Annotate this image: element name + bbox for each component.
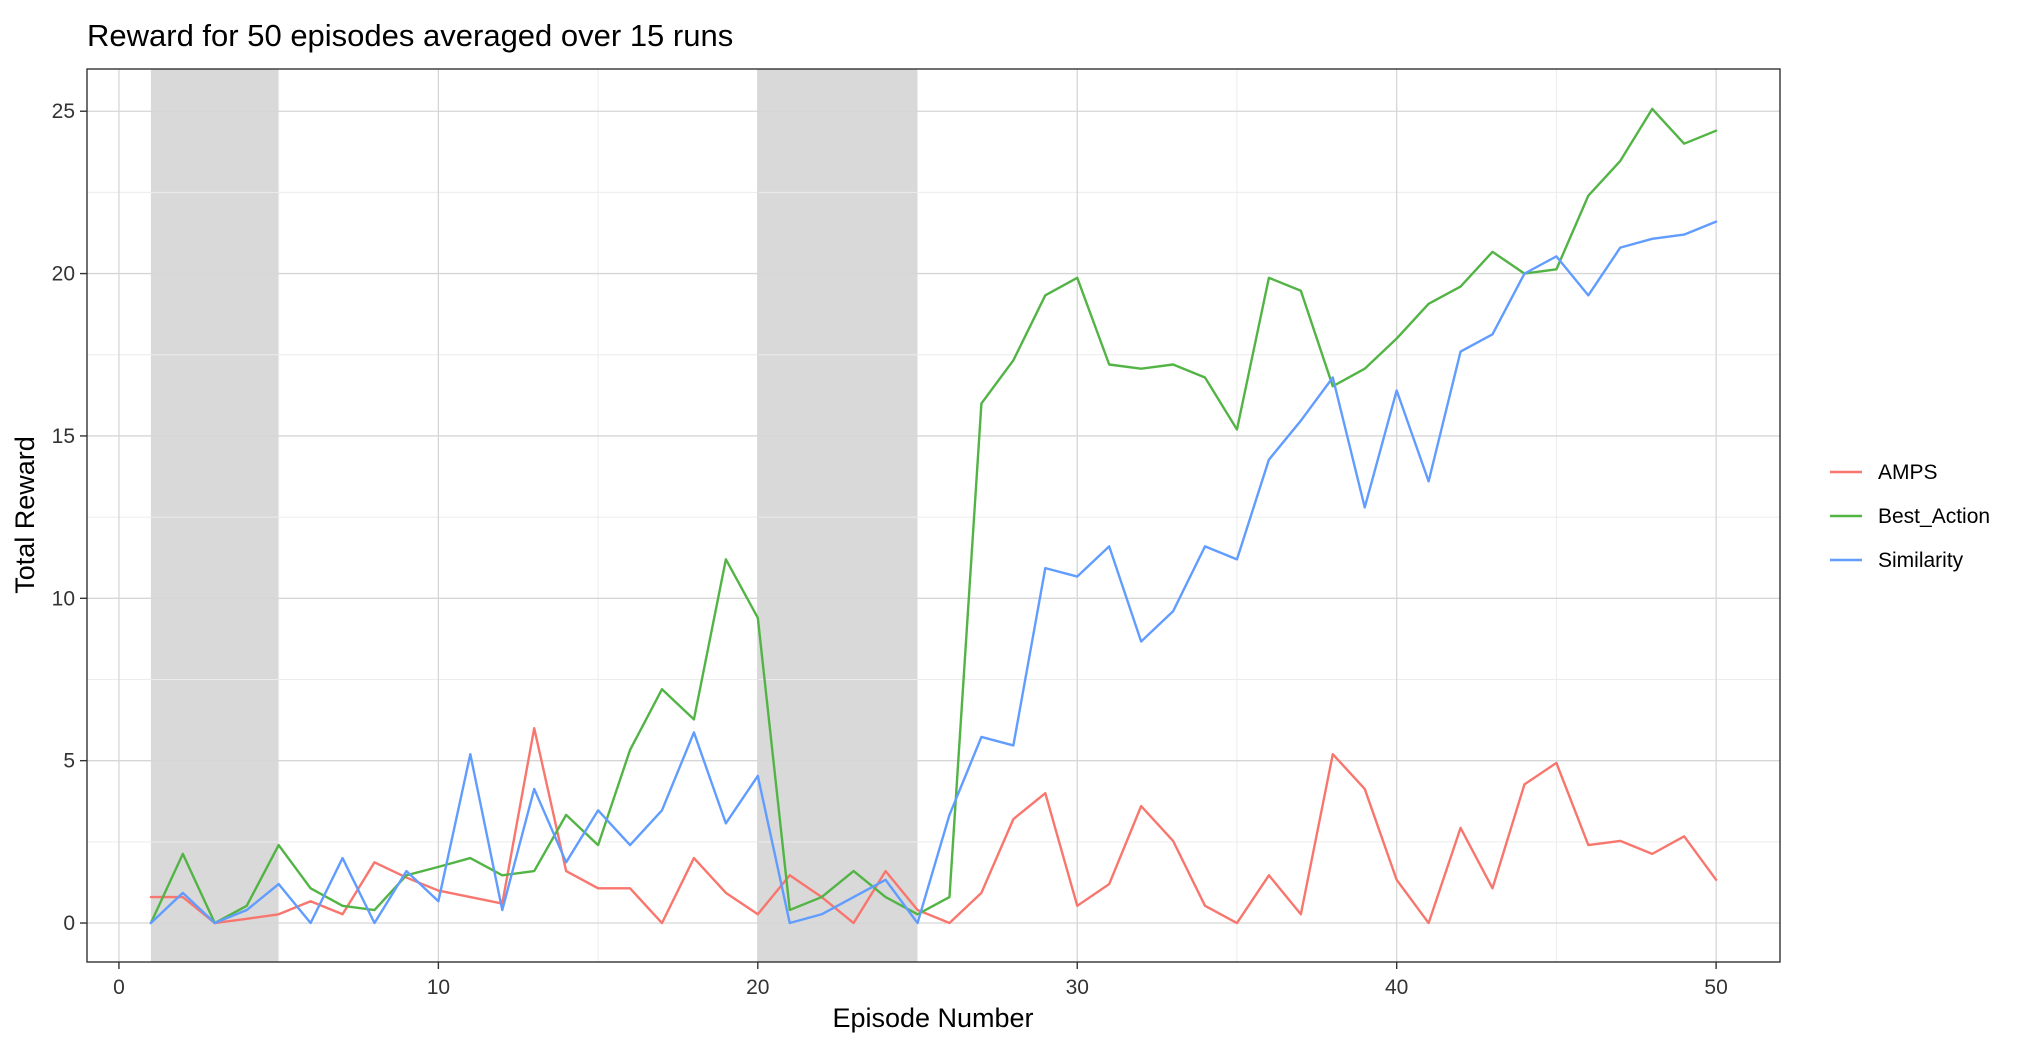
series-line-similarity (149, 220, 1718, 925)
x-tick-label: 30 (1066, 976, 1089, 999)
series-lines (149, 107, 1718, 925)
series-line-amps (149, 727, 1718, 925)
shaded-regions (150, 69, 918, 962)
y-tick-label: 25 (52, 100, 75, 123)
chart-title: Reward for 50 episodes averaged over 15 … (87, 18, 733, 53)
plot-panel (86, 68, 1781, 963)
shaded-region-2 (757, 69, 918, 962)
legend-label-best-action: Best_Action (1878, 505, 1990, 528)
y-tick-label: 20 (52, 263, 75, 286)
y-axis-title: Total Reward (10, 436, 40, 594)
panel-background (87, 69, 1780, 962)
y-tick-label: 0 (63, 912, 75, 935)
gridlines (87, 69, 1780, 962)
x-axis: 0 10 20 30 40 50 (113, 962, 1728, 999)
x-tick-label: 0 (113, 976, 125, 999)
legend-label-amps: AMPS (1878, 461, 1938, 484)
x-tick-label: 40 (1385, 976, 1408, 999)
y-tick-label: 5 (63, 750, 75, 773)
x-axis-title: Episode Number (832, 1003, 1033, 1033)
x-tick-label: 10 (427, 976, 450, 999)
legend: AMPS Best_Action Similarity (1830, 461, 1990, 572)
panel-border (86, 68, 1781, 963)
y-axis: 0 5 10 15 20 25 (52, 100, 87, 935)
x-tick-label: 20 (746, 976, 769, 999)
x-tick-label: 50 (1704, 976, 1727, 999)
y-tick-label: 15 (52, 425, 75, 448)
legend-label-similarity: Similarity (1878, 549, 1964, 572)
series-line-best-action (149, 107, 1718, 925)
y-tick-label: 10 (52, 587, 75, 610)
shaded-region-1 (150, 69, 279, 962)
